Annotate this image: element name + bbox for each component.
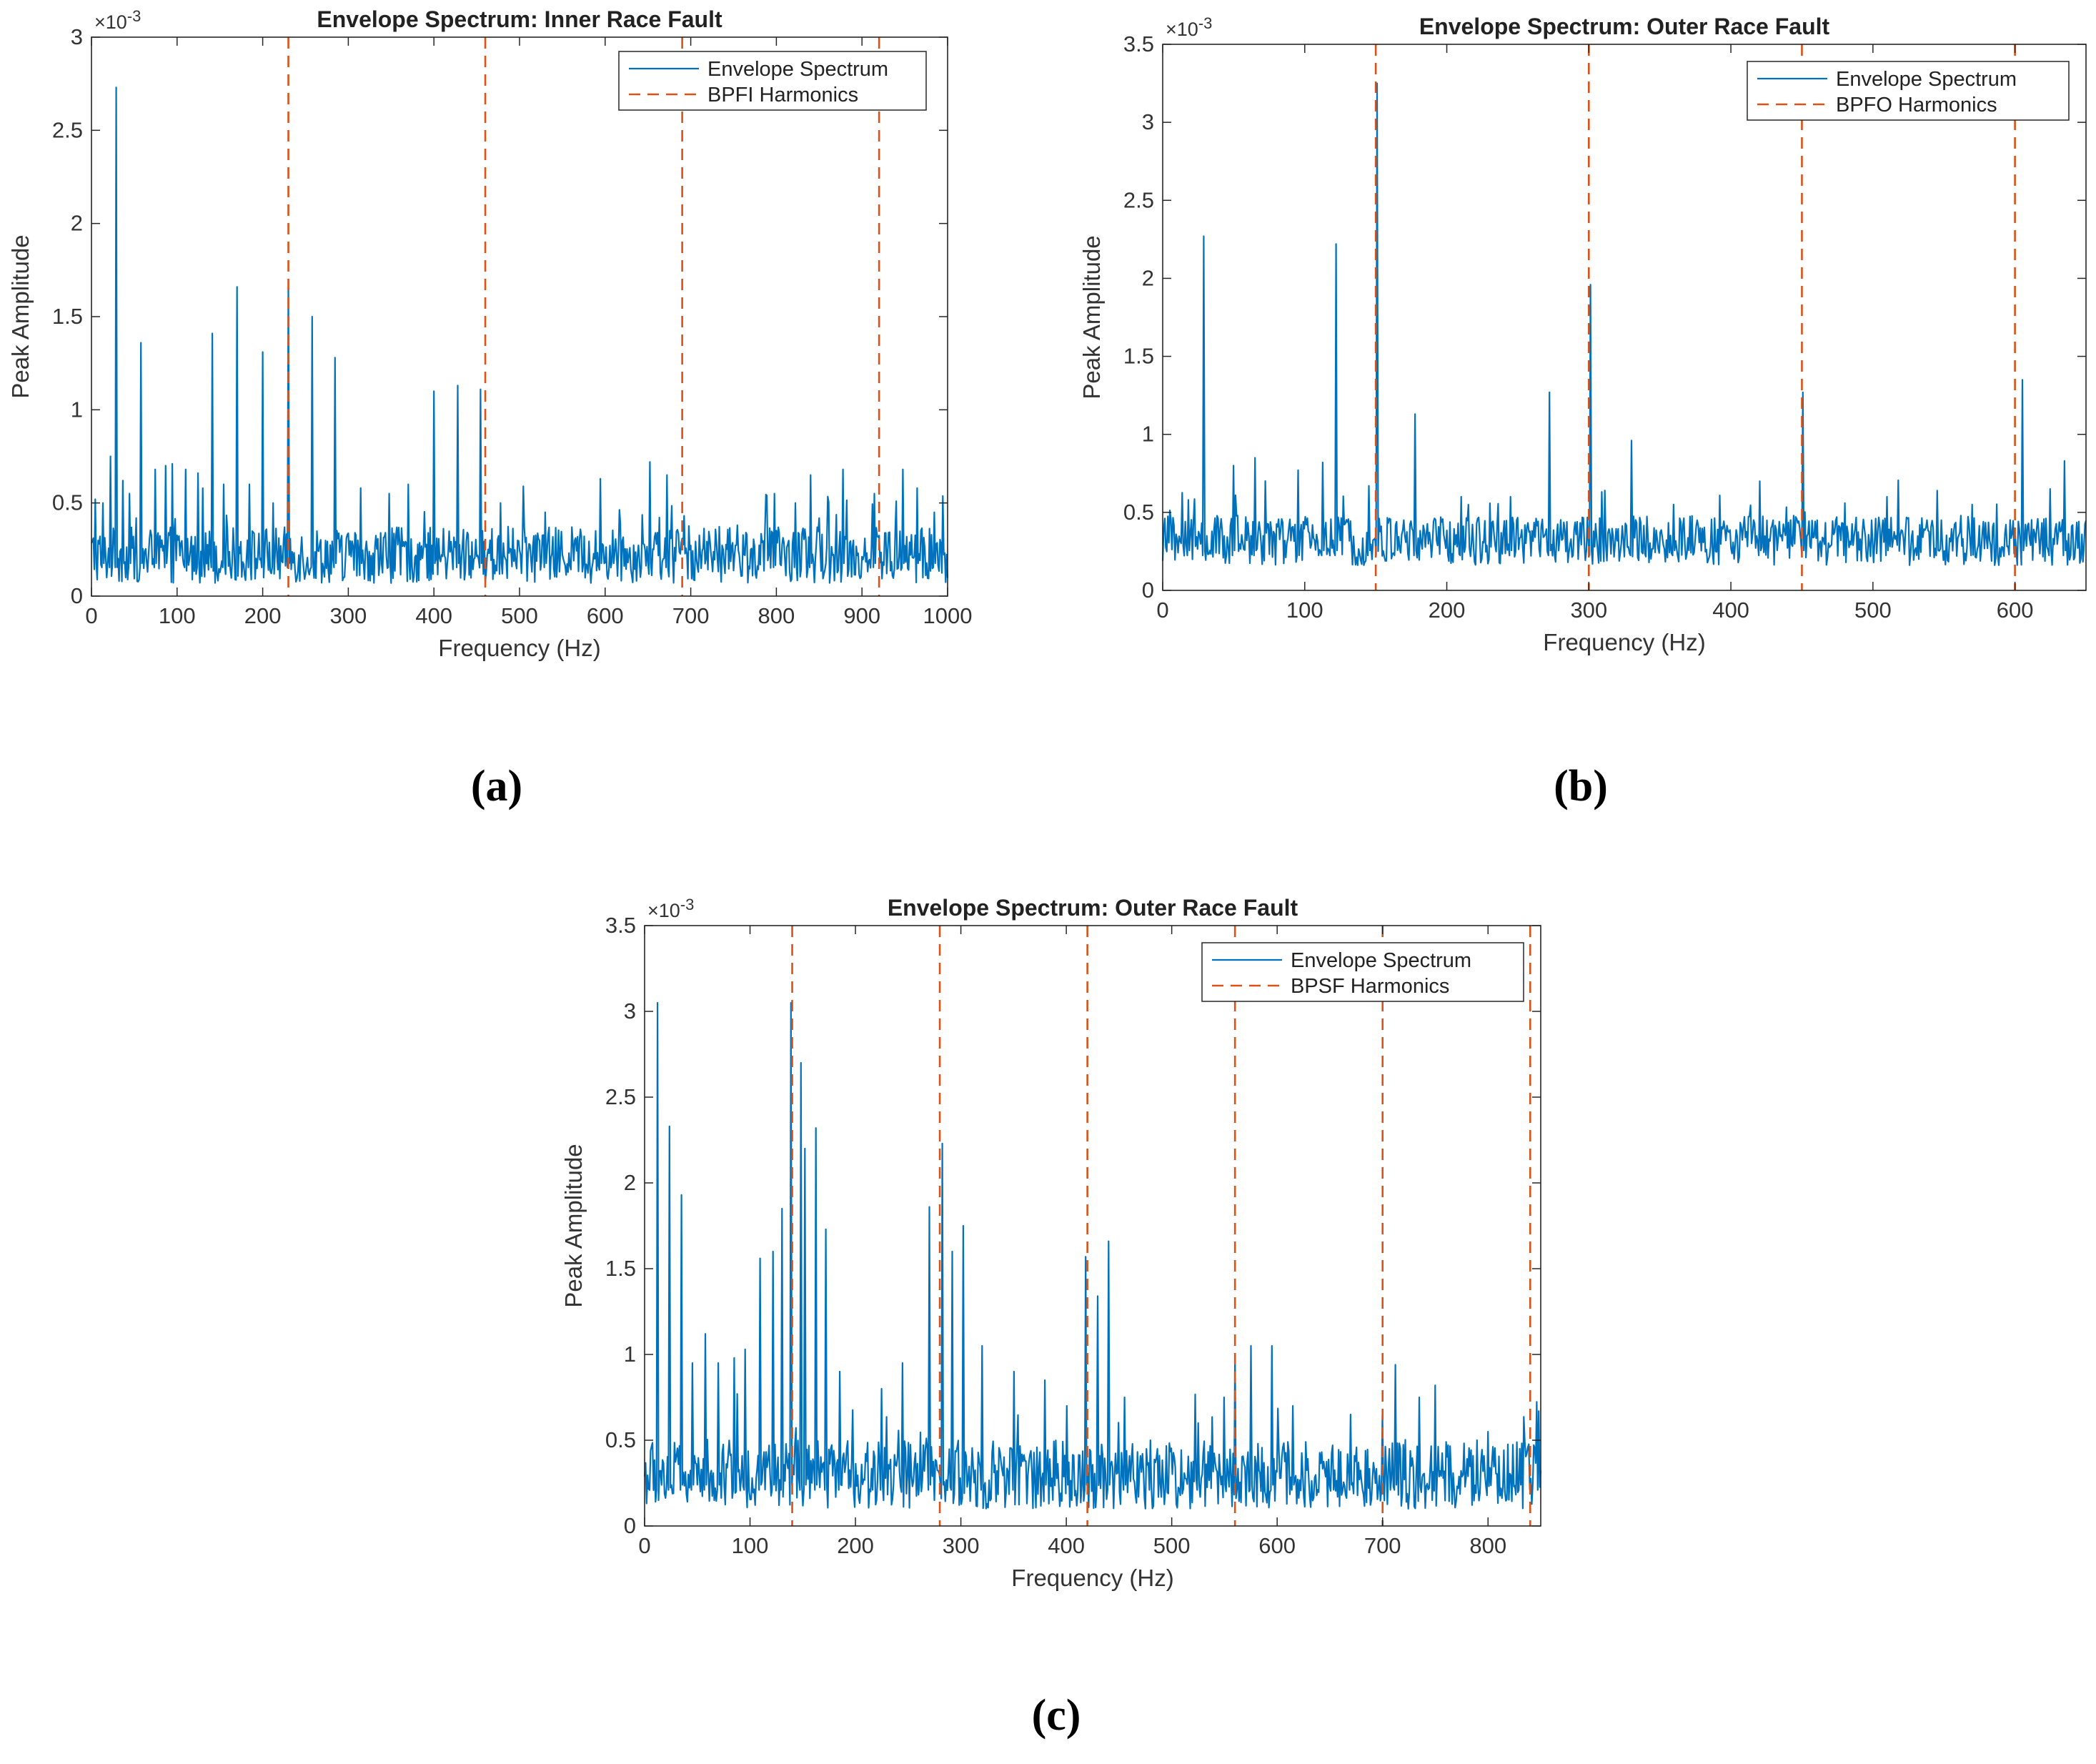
x-tick-label: 900 bbox=[843, 603, 880, 628]
panel-label-b: (b) bbox=[1554, 762, 1608, 811]
x-tick-label: 700 bbox=[672, 603, 710, 628]
legend-box bbox=[1747, 61, 2070, 121]
y-tick-label: 0 bbox=[624, 1513, 636, 1538]
x-tick-label: 200 bbox=[244, 603, 282, 628]
y-tick-label: 1.5 bbox=[52, 304, 83, 329]
x-tick-label: 0 bbox=[85, 603, 97, 628]
x-tick-label: 0 bbox=[1156, 598, 1168, 623]
chart-title: Envelope Spectrum: Inner Race Fault bbox=[317, 6, 722, 32]
legend-label-spectrum: Envelope Spectrum bbox=[707, 58, 888, 81]
y-tick-label: 1 bbox=[624, 1342, 636, 1367]
y-tick-label: 3.5 bbox=[605, 913, 636, 938]
legend-box bbox=[618, 51, 927, 111]
axes-box bbox=[644, 925, 1541, 1527]
y-exponent-label: ×10-3 bbox=[647, 896, 694, 921]
y-tick-label: 1 bbox=[71, 397, 83, 422]
x-tick-label: 200 bbox=[1429, 598, 1466, 623]
legend: Envelope Spectrum BPFO Harmonics bbox=[1747, 61, 2070, 121]
y-tick-label: 2.5 bbox=[605, 1084, 636, 1109]
x-axis-label: Frequency (Hz) bbox=[1543, 629, 1705, 655]
chart-a-inner-race: 0 100 200 300 400 500 600 700 800 900 1000 0 0.5 1 1.5… bbox=[7, 6, 972, 661]
y-tick-label: 0.5 bbox=[605, 1427, 636, 1452]
x-tick-label: 800 bbox=[1469, 1533, 1506, 1558]
y-tick-label: 1 bbox=[1142, 422, 1154, 447]
plot-area bbox=[645, 926, 1541, 1526]
y-tick-label: 2.5 bbox=[52, 117, 83, 142]
y-tick-label: 0 bbox=[1142, 578, 1154, 603]
x-tick-label: 400 bbox=[415, 603, 452, 628]
y-tick-label: 3 bbox=[71, 24, 83, 49]
spectrum-line bbox=[91, 86, 949, 584]
legend-label-harmonics: BPFI Harmonics bbox=[707, 84, 858, 106]
axes-box bbox=[1162, 44, 2087, 591]
y-tick-label: 3 bbox=[624, 999, 636, 1024]
y-axis-label: Peak Amplitude bbox=[7, 234, 34, 398]
y-tick-label: 3.5 bbox=[1123, 31, 1154, 56]
x-tick-label: 600 bbox=[587, 603, 624, 628]
y-tick-label: 0.5 bbox=[52, 490, 83, 515]
y-tick-label: 2 bbox=[71, 211, 83, 236]
legend-label-spectrum: Envelope Spectrum bbox=[1291, 949, 1471, 972]
x-tick-label: 300 bbox=[330, 603, 367, 628]
x-tick-label: 0 bbox=[638, 1533, 650, 1558]
x-tick-label: 800 bbox=[758, 603, 795, 628]
x-tick-label: 400 bbox=[1048, 1533, 1085, 1558]
x-tick-label: 500 bbox=[501, 603, 538, 628]
plot-area bbox=[1163, 44, 2086, 590]
y-tick-label: 2 bbox=[1142, 265, 1154, 290]
legend: Envelope Spectrum BPFI Harmonics bbox=[618, 51, 927, 111]
x-tick-label: 600 bbox=[1997, 598, 2034, 623]
x-tick-label: 100 bbox=[159, 603, 196, 628]
y-tick-label: 3 bbox=[1142, 109, 1154, 134]
chart-c-outer-race-bpsf: 0 100 200 300 400 500 600 700 800 0 0.5 1 1.5 2 2.5 3 3.… bbox=[560, 895, 1542, 1591]
spectrum-line bbox=[1161, 82, 2087, 566]
y-tick-label: 0.5 bbox=[1123, 500, 1154, 525]
x-tick-label: 500 bbox=[1854, 598, 1892, 623]
y-tick-label: 0 bbox=[71, 583, 83, 608]
spectrum-line bbox=[643, 1001, 1542, 1510]
panel-label-c: (c) bbox=[1032, 1691, 1081, 1740]
x-tick-label: 300 bbox=[1570, 598, 1607, 623]
y-tick-label: 1.5 bbox=[1123, 344, 1154, 369]
y-exponent-label: ×10-3 bbox=[1166, 14, 1212, 40]
legend: Envelope Spectrum BPSF Harmonics bbox=[1201, 942, 1524, 1002]
y-axis-label: Peak Amplitude bbox=[1078, 235, 1105, 399]
y-tick-label: 1.5 bbox=[605, 1256, 636, 1281]
x-tick-label: 700 bbox=[1364, 1533, 1401, 1558]
x-tick-label: 400 bbox=[1712, 598, 1749, 623]
plot-area bbox=[91, 37, 948, 596]
chart-title: Envelope Spectrum: Outer Race Fault bbox=[1419, 14, 1830, 39]
legend-label-spectrum: Envelope Spectrum bbox=[1836, 68, 2017, 91]
legend-label-harmonics: BPFO Harmonics bbox=[1836, 94, 1997, 117]
y-tick-label: 2 bbox=[624, 1170, 636, 1195]
x-tick-label: 100 bbox=[732, 1533, 769, 1558]
x-tick-label: 500 bbox=[1153, 1533, 1191, 1558]
x-axis-label: Frequency (Hz) bbox=[438, 635, 600, 661]
legend-label-harmonics: BPSF Harmonics bbox=[1291, 975, 1449, 998]
chart-b-outer-race: 0 100 200 300 400 500 600 0 0.5 1 1.5 2 2.5 3 3.5 ×10-3… bbox=[1078, 14, 2087, 655]
x-axis-label: Frequency (Hz) bbox=[1011, 1565, 1173, 1591]
y-exponent-label: ×10-3 bbox=[94, 7, 141, 33]
chart-title: Envelope Spectrum: Outer Race Fault bbox=[888, 895, 1298, 921]
y-axis-label: Peak Amplitude bbox=[560, 1144, 587, 1307]
x-tick-label: 100 bbox=[1286, 598, 1323, 623]
x-tick-label: 200 bbox=[837, 1533, 874, 1558]
y-tick-label: 2.5 bbox=[1123, 187, 1154, 212]
panel-label-a: (a) bbox=[471, 762, 522, 811]
x-tick-label: 300 bbox=[943, 1533, 980, 1558]
x-tick-label: 600 bbox=[1258, 1533, 1296, 1558]
x-tick-label: 1000 bbox=[923, 603, 973, 628]
legend-box bbox=[1201, 942, 1524, 1002]
